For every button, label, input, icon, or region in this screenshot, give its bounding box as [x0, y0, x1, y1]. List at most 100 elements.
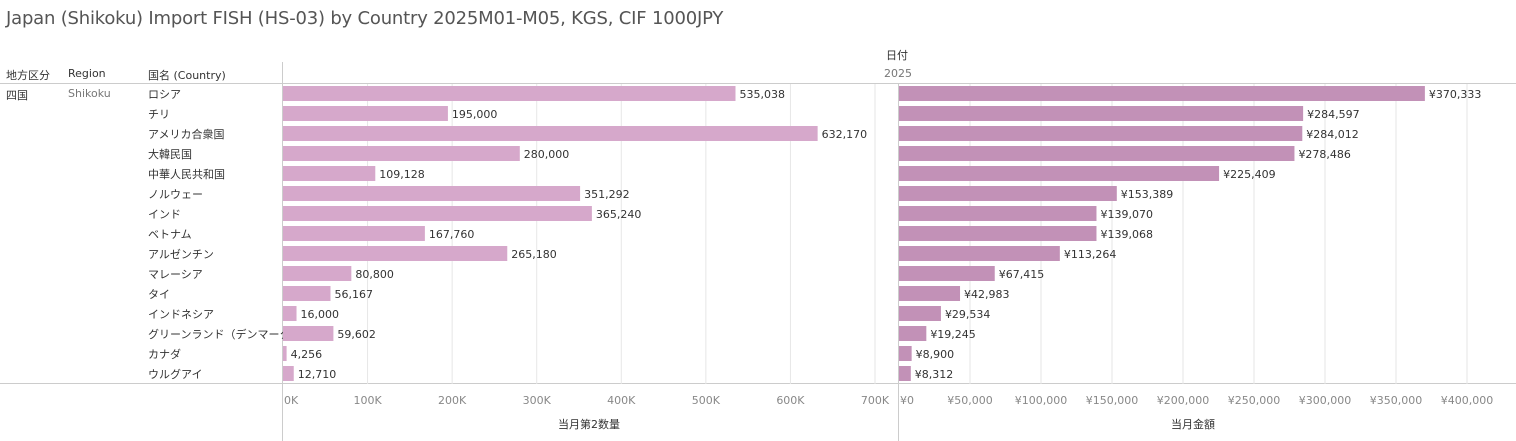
country-label: マレーシア: [148, 268, 203, 281]
amount-data-label: ¥42,983: [964, 288, 1010, 301]
country-label: タイ: [148, 288, 170, 301]
qty-tick-label: 0K: [284, 394, 299, 407]
qty-bar: [283, 126, 818, 141]
country-label: ロシア: [148, 88, 181, 101]
qty-data-label: 351,292: [584, 188, 630, 201]
country-label: カナダ: [148, 347, 181, 361]
qty-bar: [283, 226, 425, 241]
amount-data-label: ¥8,900: [916, 348, 955, 361]
header-country: 国名 (Country): [148, 69, 226, 82]
qty-tick-label: 500K: [692, 394, 721, 407]
qty-data-label: 80,800: [355, 268, 394, 281]
amount-data-label: ¥139,070: [1100, 208, 1153, 221]
qty-data-label: 195,000: [452, 108, 498, 121]
amount-data-label: ¥370,333: [1429, 88, 1482, 101]
qty-data-label: 280,000: [524, 148, 570, 161]
country-label: インドネシア: [148, 308, 214, 321]
amount-tick-label: ¥100,000: [1015, 394, 1068, 407]
page-title: Japan (Shikoku) Import FISH (HS-03) by C…: [6, 8, 724, 29]
country-label: 中華人民共和国: [148, 168, 225, 181]
amount-tick-label: ¥200,000: [1157, 394, 1210, 407]
amount-bar: [899, 106, 1304, 121]
amount-bar: [899, 306, 941, 321]
qty-bar: [283, 246, 508, 261]
amount-bar: [899, 146, 1295, 161]
qty-bar: [283, 326, 334, 341]
qty-bar: [283, 206, 592, 221]
qty-bar: [283, 186, 581, 201]
amount-bar: [899, 166, 1220, 181]
amount-data-label: ¥29,534: [945, 308, 991, 321]
amount-data-label: ¥8,312: [915, 368, 954, 381]
amount-data-label: ¥19,245: [930, 328, 976, 341]
qty-data-label: 109,128: [379, 168, 425, 181]
amount-bar: [899, 186, 1117, 201]
qty-bar: [283, 86, 736, 101]
amount-axis-title: 当月金額: [1171, 417, 1215, 431]
qty-data-label: 632,170: [822, 128, 868, 141]
amount-bar: [899, 326, 927, 341]
qty-data-label: 56,167: [335, 288, 374, 301]
qty-tick-label: 600K: [776, 394, 805, 407]
amount-data-label: ¥139,068: [1100, 228, 1153, 241]
amount-data-label: ¥67,415: [999, 268, 1044, 281]
qty-bar: [283, 266, 352, 281]
row-region-jp: 四国: [6, 89, 28, 102]
qty-bar: [283, 146, 520, 161]
qty-bar: [283, 286, 331, 301]
amount-tick-label: ¥150,000: [1086, 394, 1139, 407]
amount-data-label: ¥284,012: [1306, 128, 1359, 141]
amount-data-label: ¥278,486: [1298, 148, 1351, 161]
qty-data-label: 16,000: [301, 308, 340, 321]
amount-tick-label: ¥400,000: [1441, 394, 1494, 407]
amount-bar: [899, 86, 1425, 101]
qty-tick-label: 100K: [353, 394, 382, 407]
amount-bar: [899, 206, 1097, 221]
amount-data-label: ¥113,264: [1064, 248, 1117, 261]
qty-data-label: 4,256: [291, 348, 323, 361]
amount-data-label: ¥153,389: [1121, 188, 1174, 201]
amount-tick-label: ¥50,000: [947, 394, 993, 407]
qty-axis-title: 当月第2数量: [558, 417, 620, 431]
country-label: 大韓民国: [148, 147, 192, 161]
country-label: アルゼンチン: [148, 248, 214, 261]
amount-bar: [899, 126, 1303, 141]
country-label: インド: [148, 208, 181, 221]
qty-bar: [283, 366, 294, 381]
qty-data-label: 265,180: [511, 248, 556, 261]
qty-bar: [283, 106, 448, 121]
country-label: ウルグアイ: [148, 367, 202, 381]
qty-bar: [283, 306, 297, 321]
row-region-en: Shikoku: [68, 87, 111, 100]
qty-bar: [283, 346, 287, 361]
amount-bar: [899, 226, 1097, 241]
amount-bar: [899, 266, 995, 281]
amount-bar: [899, 286, 961, 301]
qty-data-label: 12,710: [298, 368, 337, 381]
header-region-jp: 地方区分: [6, 69, 50, 82]
amount-data-label: ¥284,597: [1307, 108, 1360, 121]
amount-bar: [899, 366, 911, 381]
amount-tick-label: ¥250,000: [1228, 394, 1281, 407]
amount-tick-label: ¥350,000: [1370, 394, 1423, 407]
amount-tick-label: ¥0: [900, 394, 914, 407]
country-label: ノルウェー: [148, 188, 203, 201]
qty-tick-label: 400K: [607, 394, 636, 407]
header-year: 2025: [884, 67, 912, 80]
qty-tick-label: 700K: [861, 394, 890, 407]
country-label: グリーンランド（デンマーク）: [148, 327, 301, 341]
qty-data-label: 535,038: [739, 88, 785, 101]
qty-data-label: 365,240: [596, 208, 642, 221]
qty-bar: [283, 166, 376, 181]
amount-bar: [899, 246, 1060, 261]
country-label: チリ: [148, 108, 170, 121]
header-date: 日付: [886, 49, 908, 62]
qty-tick-label: 300K: [523, 394, 552, 407]
amount-bar: [899, 346, 912, 361]
amount-data-label: ¥225,409: [1223, 168, 1276, 181]
country-label: アメリカ合衆国: [148, 127, 224, 141]
qty-tick-label: 200K: [438, 394, 467, 407]
qty-data-label: 59,602: [337, 328, 376, 341]
qty-data-label: 167,760: [429, 228, 475, 241]
